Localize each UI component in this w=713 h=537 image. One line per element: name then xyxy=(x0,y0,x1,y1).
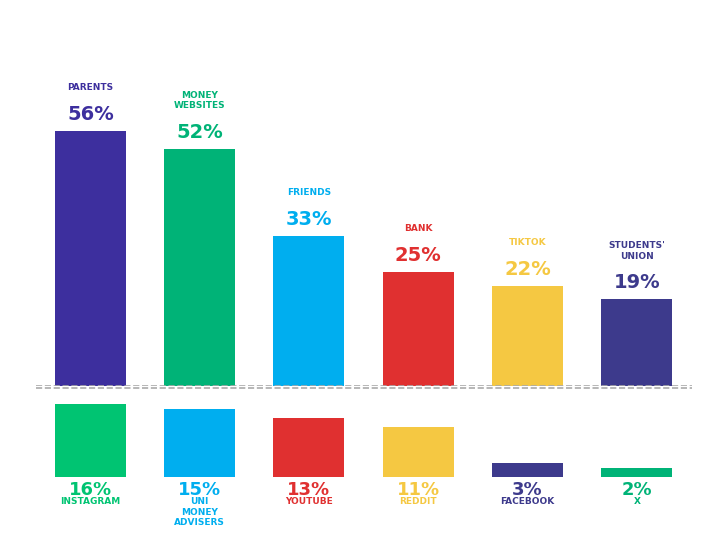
FancyBboxPatch shape xyxy=(274,418,344,477)
Text: 3%: 3% xyxy=(513,481,543,499)
FancyBboxPatch shape xyxy=(383,272,453,386)
FancyBboxPatch shape xyxy=(164,149,235,386)
Text: 13%: 13% xyxy=(287,481,331,499)
Text: 22%: 22% xyxy=(504,260,551,279)
Text: FACEBOOK: FACEBOOK xyxy=(501,497,555,506)
FancyBboxPatch shape xyxy=(164,409,235,477)
FancyBboxPatch shape xyxy=(492,463,563,477)
Text: BANK: BANK xyxy=(404,224,433,233)
Text: 19%: 19% xyxy=(614,273,660,293)
FancyBboxPatch shape xyxy=(55,404,126,477)
FancyBboxPatch shape xyxy=(55,131,126,386)
Text: 16%: 16% xyxy=(68,481,112,499)
Text: REDDIT: REDDIT xyxy=(399,497,437,506)
Text: PARENTS: PARENTS xyxy=(67,83,113,92)
Text: 56%: 56% xyxy=(67,105,113,124)
Text: MONEY
WEBSITES: MONEY WEBSITES xyxy=(174,91,225,110)
Text: 25%: 25% xyxy=(395,246,441,265)
Text: YOUTUBE: YOUTUBE xyxy=(285,497,333,506)
Text: 52%: 52% xyxy=(176,123,223,142)
Text: 11%: 11% xyxy=(396,481,440,499)
FancyBboxPatch shape xyxy=(274,236,344,386)
Text: UNI
MONEY
ADVISERS: UNI MONEY ADVISERS xyxy=(174,497,225,527)
Text: FRIENDS: FRIENDS xyxy=(287,188,331,197)
Text: X: X xyxy=(633,497,640,506)
FancyBboxPatch shape xyxy=(602,468,672,477)
Text: 15%: 15% xyxy=(178,481,221,499)
FancyBboxPatch shape xyxy=(602,299,672,386)
FancyBboxPatch shape xyxy=(492,286,563,386)
Text: INSTAGRAM: INSTAGRAM xyxy=(60,497,120,506)
Text: STUDENTS'
UNION: STUDENTS' UNION xyxy=(608,241,665,260)
Text: 33%: 33% xyxy=(286,210,332,229)
Text: 2%: 2% xyxy=(622,481,652,499)
FancyBboxPatch shape xyxy=(383,427,453,477)
Text: TIKTOK: TIKTOK xyxy=(509,238,546,247)
